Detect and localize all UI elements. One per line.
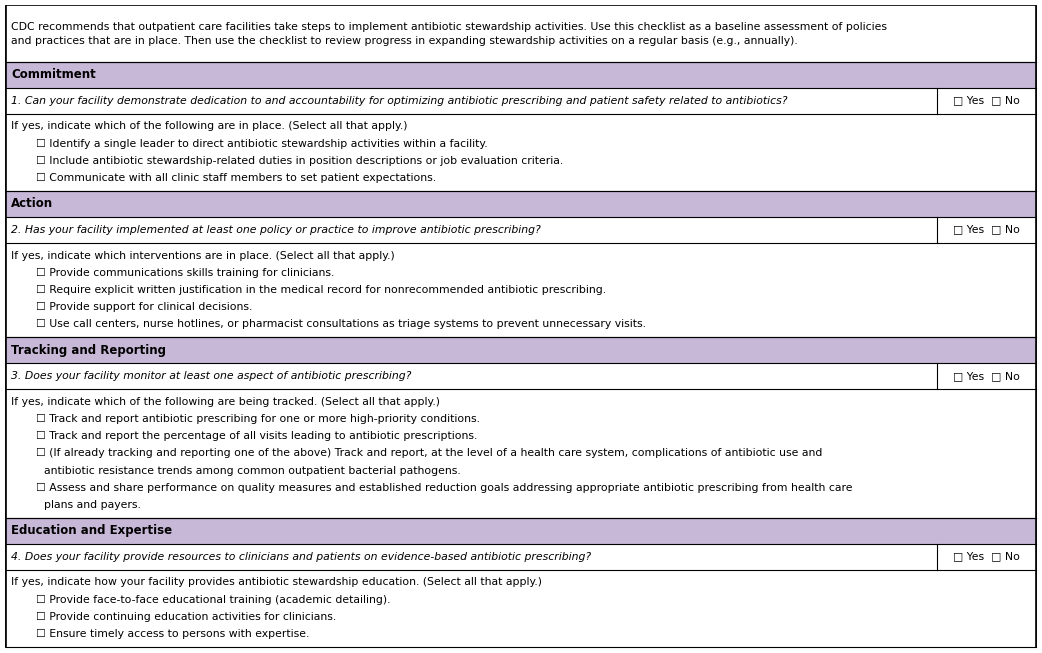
Bar xyxy=(6,88,1036,114)
Bar xyxy=(6,363,1036,389)
Text: ☐ Track and report the percentage of all visits leading to antibiotic prescripti: ☐ Track and report the percentage of all… xyxy=(36,431,477,441)
Text: Tracking and Reporting: Tracking and Reporting xyxy=(11,343,166,357)
Text: ☐ Require explicit written justification in the medical record for nonrecommende: ☐ Require explicit written justification… xyxy=(36,285,606,295)
Bar xyxy=(6,389,1036,518)
Text: ☐ Ensure timely access to persons with expertise.: ☐ Ensure timely access to persons with e… xyxy=(36,629,309,639)
Text: ☐ Communicate with all clinic staff members to set patient expectations.: ☐ Communicate with all clinic staff memb… xyxy=(36,173,437,183)
Text: ☐ Include antibiotic stewardship-related duties in position descriptions or job : ☐ Include antibiotic stewardship-related… xyxy=(36,156,564,166)
Text: ☐ Provide support for clinical decisions.: ☐ Provide support for clinical decisions… xyxy=(36,302,252,312)
Text: If yes, indicate which interventions are in place. (Select all that apply.): If yes, indicate which interventions are… xyxy=(11,251,395,261)
Text: 1. Can your facility demonstrate dedication to and accountability for optimizing: 1. Can your facility demonstrate dedicat… xyxy=(11,95,788,106)
Text: ☐ Track and report antibiotic prescribing for one or more high-priority conditio: ☐ Track and report antibiotic prescribin… xyxy=(36,414,480,424)
Text: If yes, indicate which of the following are in place. (Select all that apply.): If yes, indicate which of the following … xyxy=(11,121,407,131)
Text: ☐ Assess and share performance on quality measures and established reduction goa: ☐ Assess and share performance on qualit… xyxy=(36,483,852,493)
Text: and practices that are in place. Then use the checklist to review progress in ex: and practices that are in place. Then us… xyxy=(11,36,798,46)
Text: 4. Does your facility provide resources to clinicians and patients on evidence-b: 4. Does your facility provide resources … xyxy=(11,552,591,562)
Text: Education and Expertise: Education and Expertise xyxy=(11,524,172,537)
Text: ☐ Provide face-to-face educational training (academic detailing).: ☐ Provide face-to-face educational train… xyxy=(36,595,391,605)
Bar xyxy=(6,191,1036,217)
Text: Action: Action xyxy=(11,197,53,210)
Text: ☐ Provide continuing education activities for clinicians.: ☐ Provide continuing education activitie… xyxy=(36,612,337,622)
Text: antibiotic resistance trends among common outpatient bacterial pathogens.: antibiotic resistance trends among commo… xyxy=(44,466,461,475)
Text: If yes, indicate which of the following are being tracked. (Select all that appl: If yes, indicate which of the following … xyxy=(11,397,440,407)
Bar xyxy=(6,569,1036,647)
Text: □ Yes  □ No: □ Yes □ No xyxy=(953,225,1020,234)
Text: ☐ Identify a single leader to direct antibiotic stewardship activities within a : ☐ Identify a single leader to direct ant… xyxy=(36,138,488,149)
Text: 3. Does your facility monitor at least one aspect of antibiotic prescribing?: 3. Does your facility monitor at least o… xyxy=(11,371,412,381)
Text: ☐ (If already tracking and reporting one of the above) Track and report, at the : ☐ (If already tracking and reporting one… xyxy=(36,449,822,458)
Text: □ Yes  □ No: □ Yes □ No xyxy=(953,95,1020,106)
Bar xyxy=(6,6,1036,62)
Bar xyxy=(6,518,1036,544)
Bar xyxy=(6,217,1036,243)
Bar xyxy=(6,243,1036,337)
Bar xyxy=(6,337,1036,363)
Text: Commitment: Commitment xyxy=(11,69,96,82)
Text: If yes, indicate how your facility provides antibiotic stewardship education. (S: If yes, indicate how your facility provi… xyxy=(11,577,542,588)
Bar xyxy=(6,114,1036,191)
Text: □ Yes  □ No: □ Yes □ No xyxy=(953,371,1020,381)
Text: ☐ Use call centers, nurse hotlines, or pharmacist consultations as triage system: ☐ Use call centers, nurse hotlines, or p… xyxy=(36,319,646,329)
Text: □ Yes  □ No: □ Yes □ No xyxy=(953,552,1020,562)
Text: CDC recommends that outpatient care facilities take steps to implement antibioti: CDC recommends that outpatient care faci… xyxy=(11,22,887,32)
Bar xyxy=(6,62,1036,88)
Text: 2. Has your facility implemented at least one policy or practice to improve anti: 2. Has your facility implemented at leas… xyxy=(11,225,541,234)
Text: ☐ Provide communications skills training for clinicians.: ☐ Provide communications skills training… xyxy=(36,268,334,278)
Text: plans and payers.: plans and payers. xyxy=(44,500,141,510)
Bar xyxy=(6,544,1036,569)
